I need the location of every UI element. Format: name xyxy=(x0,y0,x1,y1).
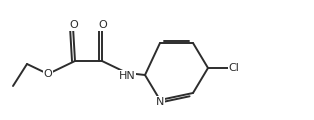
Text: O: O xyxy=(44,69,52,79)
Text: N: N xyxy=(156,97,164,107)
Text: O: O xyxy=(70,20,78,30)
Text: HN: HN xyxy=(119,71,135,81)
Text: Cl: Cl xyxy=(229,63,240,73)
Text: O: O xyxy=(99,20,107,30)
